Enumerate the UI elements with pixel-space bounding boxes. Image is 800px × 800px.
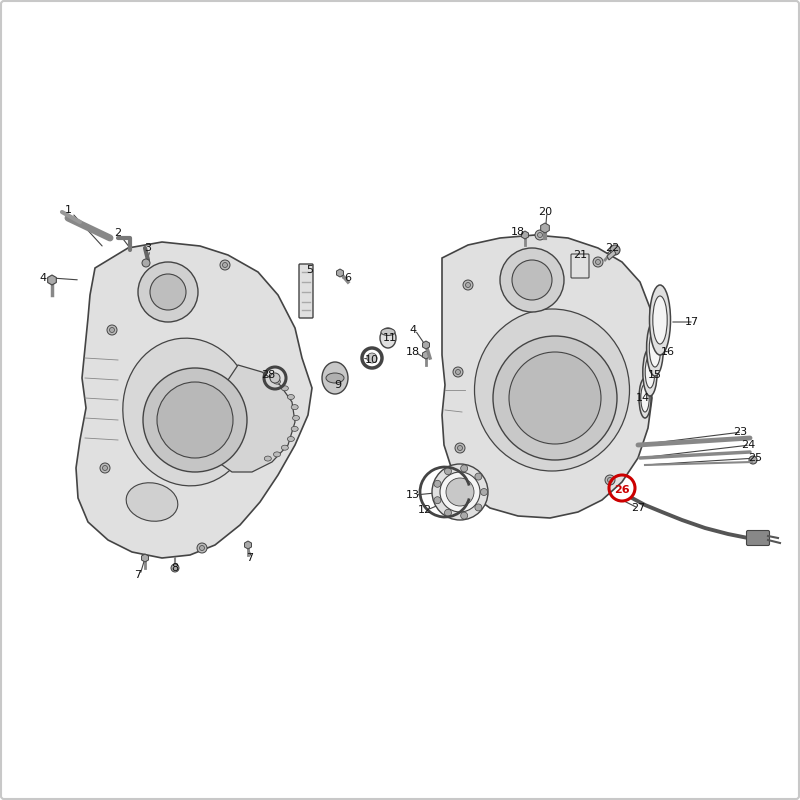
Text: 15: 15 xyxy=(648,370,662,380)
Circle shape xyxy=(143,368,247,472)
Ellipse shape xyxy=(653,296,667,344)
Text: 28: 28 xyxy=(261,370,275,380)
Circle shape xyxy=(500,248,564,312)
Polygon shape xyxy=(442,235,652,518)
Text: 9: 9 xyxy=(334,380,342,390)
Text: 10: 10 xyxy=(365,355,379,365)
Circle shape xyxy=(100,463,110,473)
Circle shape xyxy=(270,373,280,383)
Text: 25: 25 xyxy=(748,453,762,463)
Circle shape xyxy=(445,468,451,474)
Text: 12: 12 xyxy=(418,505,432,515)
Circle shape xyxy=(445,510,451,516)
Text: 20: 20 xyxy=(538,207,552,217)
Circle shape xyxy=(102,466,107,470)
Circle shape xyxy=(509,352,601,444)
Text: 5: 5 xyxy=(306,265,314,275)
Text: 18: 18 xyxy=(406,347,420,357)
Circle shape xyxy=(197,543,207,553)
Ellipse shape xyxy=(274,379,281,384)
Text: 8: 8 xyxy=(171,563,178,573)
Ellipse shape xyxy=(287,394,294,399)
Text: 14: 14 xyxy=(636,393,650,403)
Circle shape xyxy=(440,472,480,512)
Circle shape xyxy=(493,336,617,460)
Circle shape xyxy=(461,465,468,472)
Circle shape xyxy=(535,230,545,240)
FancyBboxPatch shape xyxy=(299,264,313,318)
FancyBboxPatch shape xyxy=(571,254,589,278)
Text: 18: 18 xyxy=(511,227,525,237)
Circle shape xyxy=(466,282,470,287)
Circle shape xyxy=(610,245,620,255)
Ellipse shape xyxy=(282,386,288,391)
Circle shape xyxy=(434,497,441,504)
Text: 6: 6 xyxy=(345,273,351,283)
Circle shape xyxy=(455,443,465,453)
Circle shape xyxy=(150,274,186,310)
Circle shape xyxy=(595,259,601,265)
Text: 4: 4 xyxy=(39,273,46,283)
Ellipse shape xyxy=(639,378,651,418)
Text: 23: 23 xyxy=(733,427,747,437)
Circle shape xyxy=(220,260,230,270)
Circle shape xyxy=(453,367,463,377)
Ellipse shape xyxy=(291,426,298,431)
Circle shape xyxy=(446,478,474,506)
Circle shape xyxy=(481,489,487,495)
Text: 21: 21 xyxy=(573,250,587,260)
Text: 13: 13 xyxy=(406,490,420,500)
Circle shape xyxy=(463,280,473,290)
Text: 7: 7 xyxy=(246,553,254,563)
Ellipse shape xyxy=(474,309,630,471)
Circle shape xyxy=(434,480,441,487)
Text: 16: 16 xyxy=(661,347,675,357)
Circle shape xyxy=(593,257,603,267)
Ellipse shape xyxy=(274,452,281,457)
Ellipse shape xyxy=(293,415,299,421)
Ellipse shape xyxy=(287,437,294,442)
Circle shape xyxy=(142,259,150,267)
Ellipse shape xyxy=(282,445,288,450)
Circle shape xyxy=(199,546,205,550)
Circle shape xyxy=(461,512,468,519)
Ellipse shape xyxy=(322,362,348,394)
Text: 7: 7 xyxy=(134,570,142,580)
Circle shape xyxy=(455,370,461,374)
Text: 26: 26 xyxy=(614,485,630,495)
Circle shape xyxy=(475,504,482,511)
Ellipse shape xyxy=(264,456,271,461)
Ellipse shape xyxy=(381,329,395,335)
Text: 11: 11 xyxy=(383,333,397,343)
Circle shape xyxy=(475,473,482,480)
Ellipse shape xyxy=(291,405,298,410)
Text: 27: 27 xyxy=(631,503,645,513)
Circle shape xyxy=(367,353,377,363)
Ellipse shape xyxy=(650,285,670,355)
Circle shape xyxy=(138,262,198,322)
Circle shape xyxy=(432,464,488,520)
Ellipse shape xyxy=(126,482,178,522)
Ellipse shape xyxy=(646,320,663,376)
Text: 4: 4 xyxy=(410,325,417,335)
Polygon shape xyxy=(210,365,295,472)
Circle shape xyxy=(605,475,615,485)
Ellipse shape xyxy=(326,373,344,383)
Circle shape xyxy=(110,327,114,333)
Ellipse shape xyxy=(643,348,658,396)
Ellipse shape xyxy=(646,356,654,388)
Ellipse shape xyxy=(650,329,661,367)
Text: 17: 17 xyxy=(685,317,699,327)
Circle shape xyxy=(607,478,613,482)
Circle shape xyxy=(222,262,227,267)
Circle shape xyxy=(458,446,462,450)
Circle shape xyxy=(749,456,757,464)
Text: 2: 2 xyxy=(114,228,122,238)
Circle shape xyxy=(538,233,542,238)
Ellipse shape xyxy=(380,328,396,348)
Circle shape xyxy=(512,260,552,300)
FancyBboxPatch shape xyxy=(746,530,770,546)
Text: 24: 24 xyxy=(741,440,755,450)
Polygon shape xyxy=(76,242,312,558)
